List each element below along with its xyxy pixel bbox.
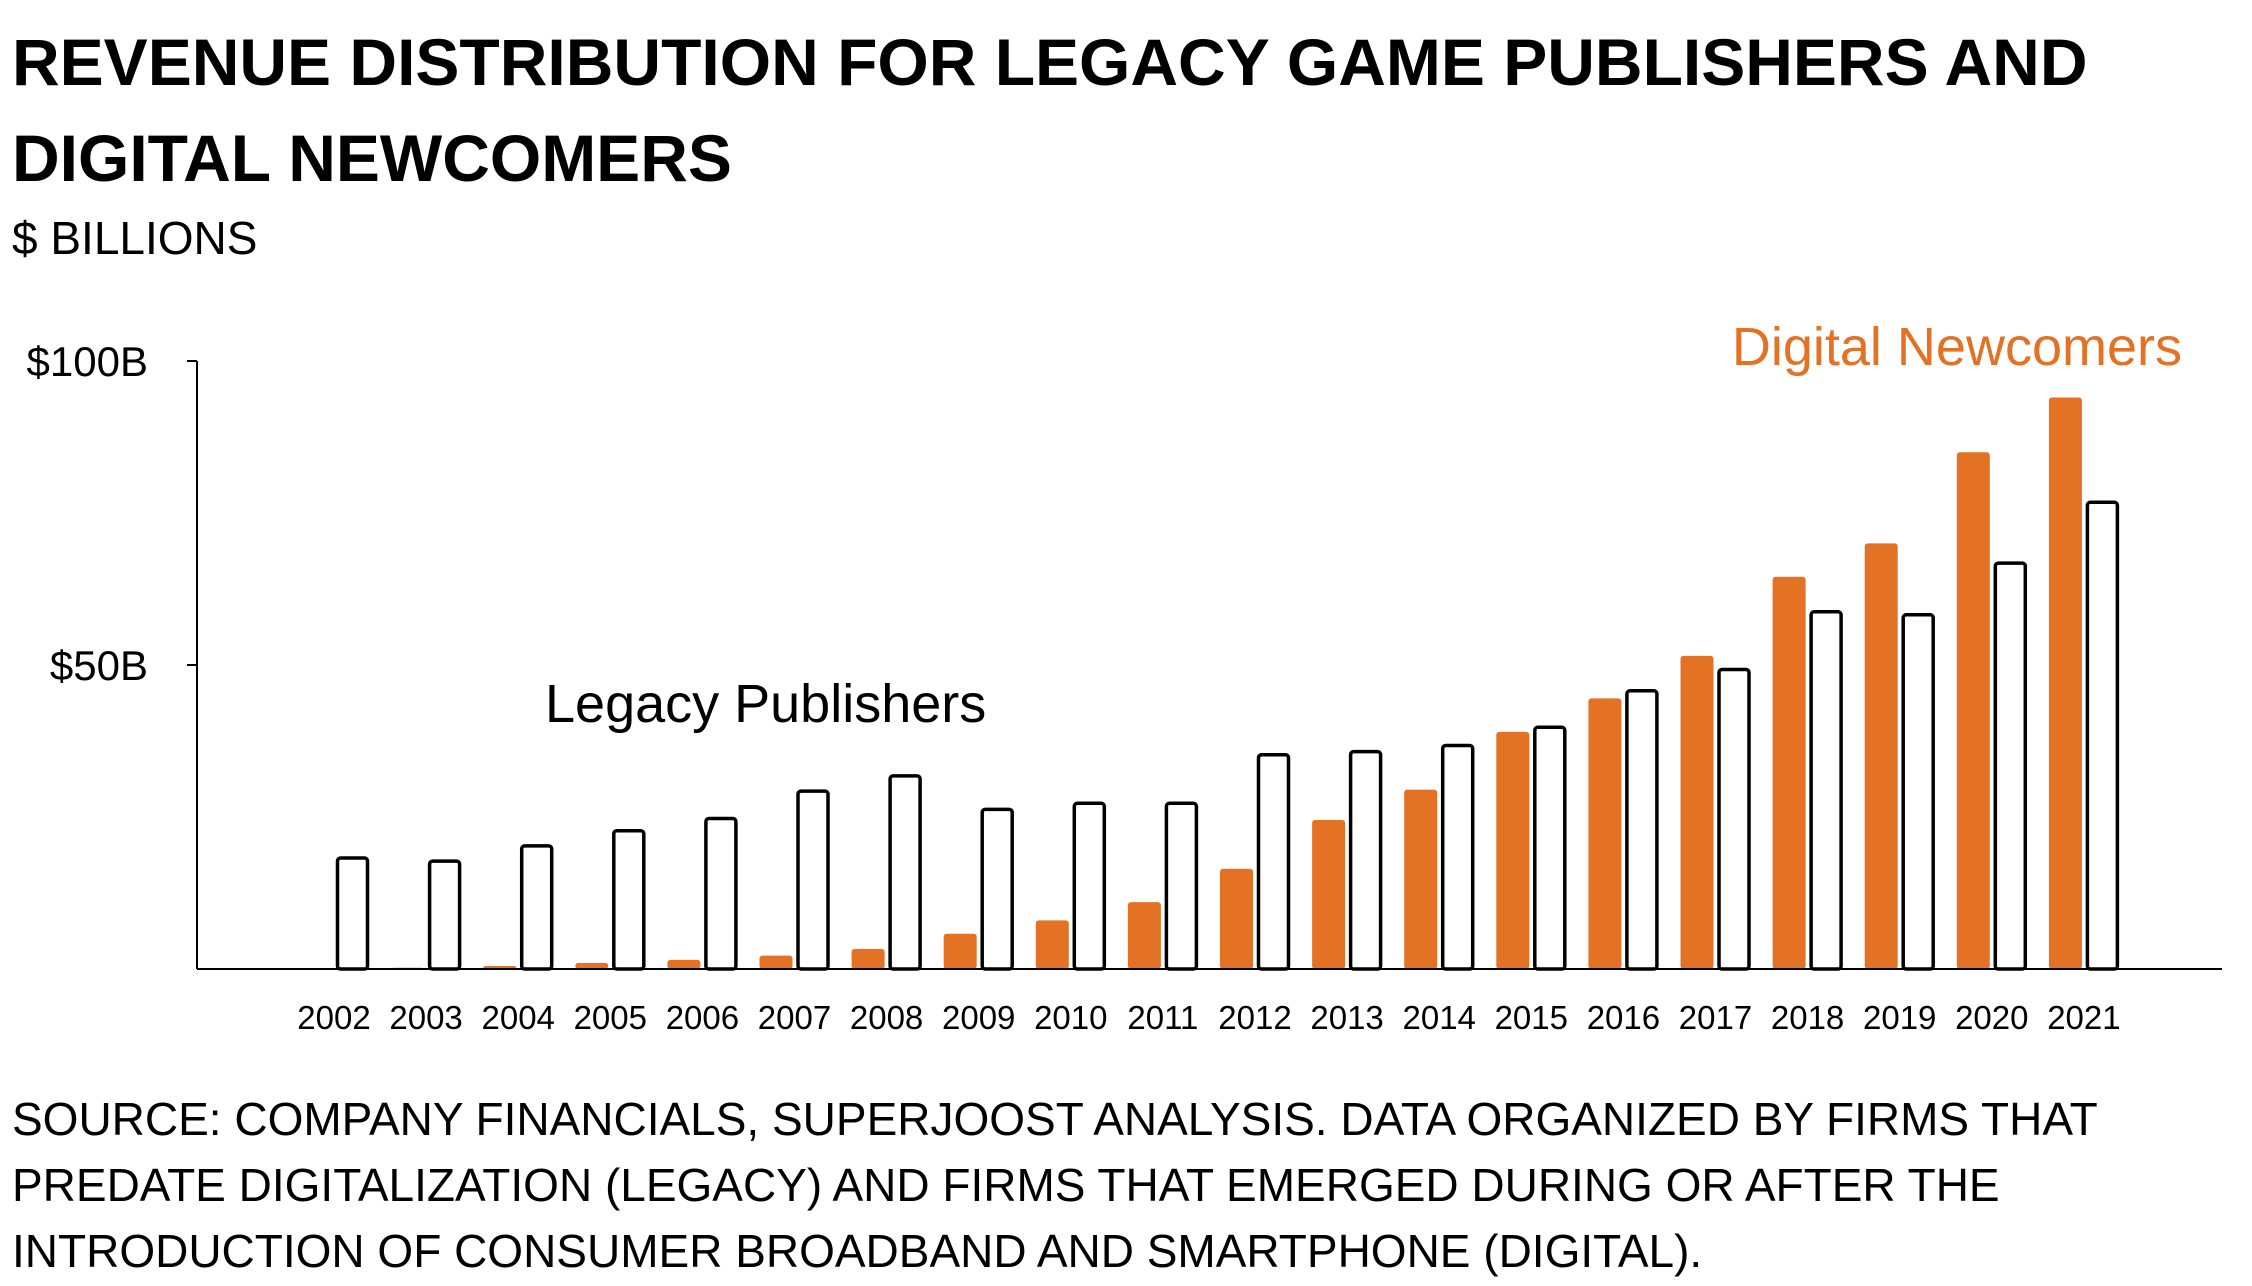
y-tick-label: $100B: [27, 338, 148, 385]
bar-digital-2005: [575, 962, 609, 969]
bar-legacy-2004: [519, 844, 554, 971]
x-tick-label: 2019: [1863, 999, 1936, 1036]
bar-legacy-2014: [1440, 743, 1475, 971]
x-ticks-group: 2002 2003 2004 2005 2006 2007 2008 2009 2010 2011…: [297, 999, 2120, 1036]
bar-digital-2010: [1035, 920, 1069, 969]
x-tick-label: 2003: [389, 999, 462, 1036]
bar-legacy-2010: [1072, 801, 1107, 971]
bar-digital-2015: [1496, 731, 1530, 969]
bar-digital-2006: [667, 959, 701, 969]
chart-title: REVENUE DISTRIBUTION FOR LEGACY GAME PUB…: [12, 25, 2088, 195]
series-label-digital-newcomers: Digital Newcomers: [1732, 317, 2182, 377]
bar-legacy-2007: [796, 789, 830, 971]
bar-legacy-2003: [427, 859, 462, 971]
bar-digital-2008: [851, 948, 885, 969]
bar-legacy-2006: [704, 816, 738, 971]
x-tick-label: 2004: [481, 999, 554, 1036]
x-tick-label: 2002: [297, 999, 370, 1036]
bars-group: [335, 397, 2120, 971]
bar-legacy-2013: [1348, 749, 1383, 971]
x-tick-label: 2006: [666, 999, 739, 1036]
bar-legacy-2011: [1164, 801, 1199, 971]
x-tick-label: 2013: [1310, 999, 1383, 1036]
bar-digital-2017: [1680, 655, 1714, 969]
bar-digital-2016: [1588, 698, 1622, 969]
x-tick-label: 2010: [1034, 999, 1107, 1036]
x-tick-label: 2009: [942, 999, 1015, 1036]
bar-digital-2013: [1312, 820, 1346, 969]
x-tick-label: 2007: [758, 999, 831, 1036]
x-tick-label: 2018: [1771, 999, 1844, 1036]
bar-digital-2009: [943, 933, 977, 969]
source-footnote: SOURCE: COMPANY FINANCIALS, SUPERJOOST A…: [12, 1093, 2097, 1277]
bar-legacy-2005: [612, 828, 646, 971]
x-tick-label: 2012: [1218, 999, 1291, 1036]
x-tick-label: 2020: [1955, 999, 2028, 1036]
y-tick-label: $50B: [50, 642, 148, 689]
bar-legacy-2018: [1809, 610, 1843, 971]
bar-legacy-2015: [1533, 725, 1567, 971]
bar-digital-2018: [1772, 576, 1806, 969]
x-tick-label: 2021: [2047, 999, 2120, 1036]
x-tick-label: 2016: [1587, 999, 1660, 1036]
bar-chart: $100B$50B 2002 2003 2004 2005 2006 2007 2008 20…: [27, 317, 2222, 1036]
bar-legacy-2012: [1256, 752, 1291, 971]
bar-legacy-2008: [888, 774, 922, 971]
x-tick-label: 2014: [1402, 999, 1475, 1036]
bar-digital-2020: [1956, 452, 1990, 969]
bar-digital-2021: [2048, 397, 2082, 969]
units-label: $ BILLIONS: [12, 212, 258, 264]
series-label-legacy-publishers: Legacy Publishers: [545, 674, 986, 734]
x-tick-label: 2011: [1127, 999, 1198, 1036]
x-tick-label: 2005: [574, 999, 647, 1036]
bar-digital-2007: [759, 955, 793, 969]
bar-legacy-2021: [2085, 500, 2120, 971]
bar-legacy-2019: [1901, 613, 1935, 971]
bar-legacy-2009: [980, 807, 1014, 971]
bar-digital-2014: [1404, 789, 1438, 969]
bar-legacy-2017: [1717, 667, 1751, 971]
bar-digital-2012: [1220, 868, 1253, 969]
x-tick-label: 2017: [1679, 999, 1752, 1036]
bar-digital-2011: [1127, 902, 1161, 969]
x-tick-label: 2015: [1495, 999, 1568, 1036]
x-tick-label: 2008: [850, 999, 923, 1036]
bar-legacy-2016: [1625, 689, 1659, 971]
bar-legacy-2002: [335, 856, 370, 971]
bar-legacy-2020: [1993, 561, 2028, 971]
y-ticks-group: $100B $50B: [27, 338, 197, 689]
bar-digital-2019: [1864, 543, 1898, 969]
